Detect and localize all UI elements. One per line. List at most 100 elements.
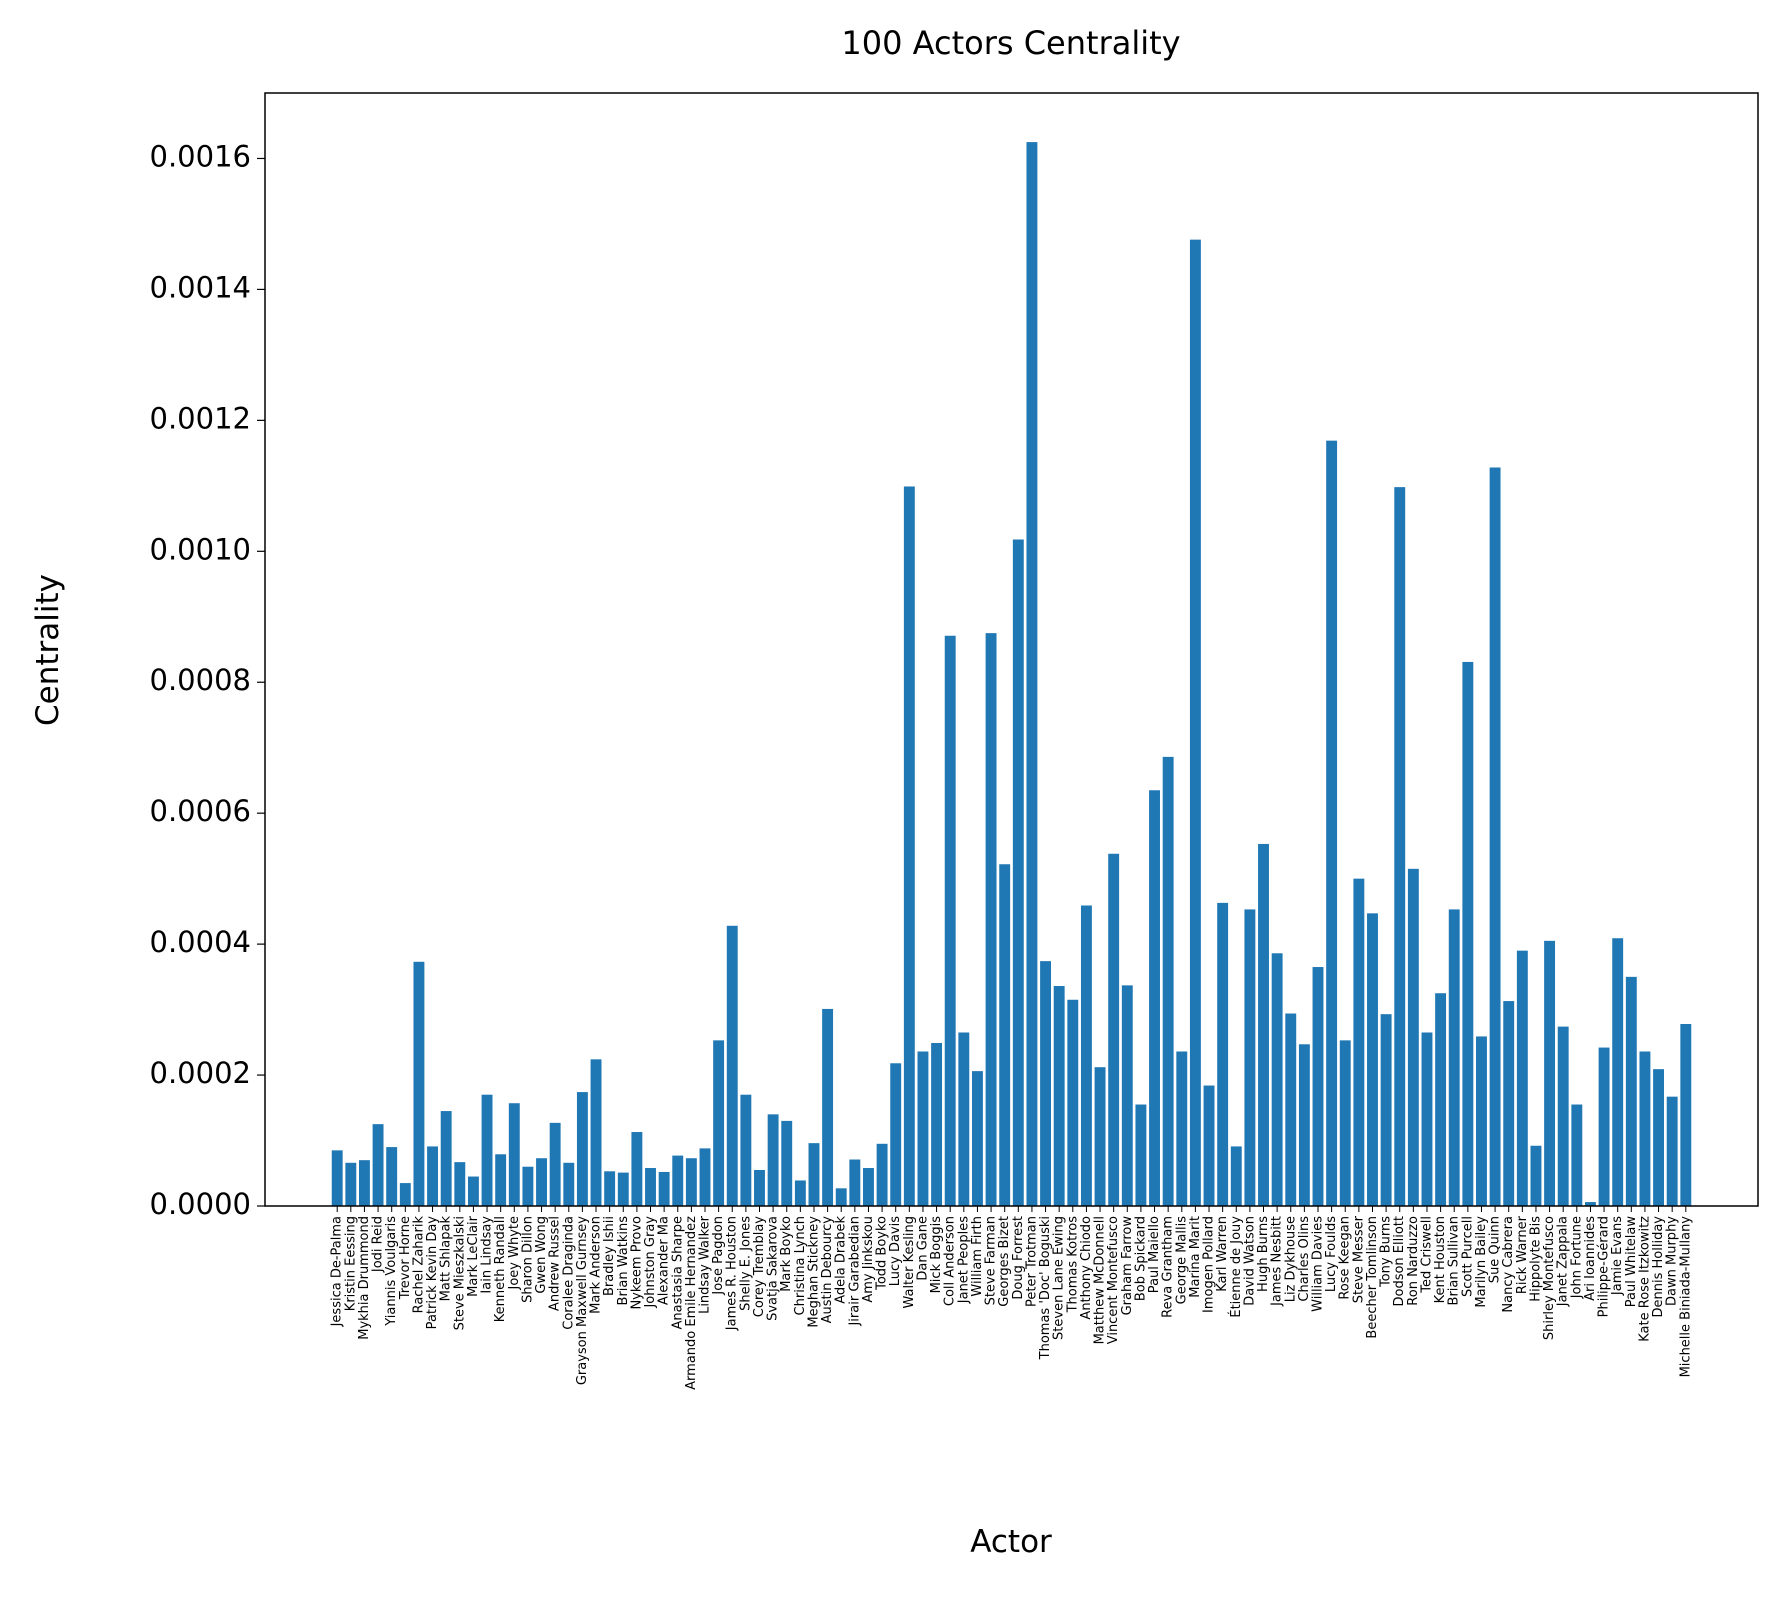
x-tick-label: Lindsay Walker bbox=[697, 1215, 712, 1314]
bar bbox=[835, 1188, 847, 1206]
x-tick-label: George Mallis bbox=[1174, 1216, 1189, 1305]
x-tick-label: Dan Gane bbox=[915, 1216, 930, 1281]
x-tick-label: Kate Rose Itzkowitz bbox=[1637, 1216, 1652, 1342]
bar bbox=[331, 1150, 343, 1206]
bar bbox=[1230, 1146, 1242, 1206]
x-tick-label: Jirair Garabedian bbox=[847, 1216, 862, 1327]
x-tick-label: David Watson bbox=[1242, 1216, 1257, 1306]
x-tick-label: Steve Farman bbox=[984, 1216, 999, 1305]
x-tick-label: Steve Messer bbox=[1351, 1215, 1366, 1303]
x-tick-label: Karl Warren bbox=[1215, 1216, 1230, 1292]
x-axis-label: Actor bbox=[970, 1524, 1052, 1560]
x-tick-label: Todd Boyko bbox=[875, 1216, 890, 1291]
x-tick-label: Adela Drabek bbox=[834, 1216, 849, 1304]
y-tick-label: 0.0006 bbox=[150, 794, 251, 828]
bar bbox=[617, 1172, 629, 1206]
x-tick-label: Rose Keegan bbox=[1338, 1216, 1353, 1300]
bar bbox=[1040, 961, 1052, 1206]
bar bbox=[1544, 940, 1556, 1206]
bar bbox=[604, 1171, 616, 1206]
x-tick-label: Liz Dykhouse bbox=[1283, 1216, 1298, 1302]
x-tick-label: Mark Anderson bbox=[589, 1216, 604, 1314]
x-tick-label: Rachel Zaharik bbox=[411, 1216, 426, 1314]
x-tick-label: Peter Trotman bbox=[1024, 1216, 1039, 1307]
bar bbox=[726, 925, 738, 1206]
x-tick-label: Tony Burns bbox=[1379, 1216, 1394, 1288]
x-tick-label: Ari Ioannides bbox=[1583, 1216, 1598, 1301]
x-tick-label: Matt Shlapak bbox=[439, 1216, 454, 1302]
x-tick-label: Paul Maiello bbox=[1147, 1216, 1162, 1293]
bar bbox=[1489, 467, 1501, 1206]
y-tick-label: 0.0014 bbox=[150, 270, 251, 304]
bar bbox=[454, 1162, 466, 1206]
x-tick-label: Graham Farrow bbox=[1120, 1216, 1135, 1316]
x-tick-label: Nykeem Provo bbox=[629, 1216, 644, 1310]
bar bbox=[549, 1122, 561, 1206]
bar bbox=[1421, 1032, 1433, 1206]
bar bbox=[699, 1148, 711, 1206]
bar bbox=[958, 1032, 970, 1206]
bar bbox=[1176, 1051, 1188, 1206]
bar bbox=[1571, 1104, 1583, 1206]
x-tick-label: Matthew McDonnell bbox=[1093, 1216, 1108, 1344]
y-tick-label: 0.0010 bbox=[150, 532, 251, 566]
x-tick-label: Meghan Stickney bbox=[806, 1216, 821, 1328]
x-tick-label: Ron Narduzzo bbox=[1406, 1216, 1421, 1306]
x-tick-label: Patrick Kevin Day bbox=[425, 1216, 440, 1330]
x-tick-label: Alexander Ma bbox=[657, 1216, 672, 1305]
y-tick-label: 0.0002 bbox=[150, 1056, 251, 1090]
bar bbox=[495, 1154, 507, 1206]
x-tick-label: Paul Whitelaw bbox=[1624, 1216, 1639, 1308]
bar bbox=[1026, 142, 1038, 1207]
bar bbox=[1598, 1047, 1610, 1206]
plot-frame bbox=[264, 92, 1759, 1207]
x-tick-label: Marina Marit bbox=[1188, 1216, 1203, 1298]
x-tick-label: Thomas 'Doc' Boguski bbox=[1038, 1216, 1053, 1360]
bar bbox=[1053, 986, 1065, 1206]
bar bbox=[876, 1143, 888, 1206]
bar bbox=[863, 1168, 874, 1206]
x-tick-label: James Nesbitt bbox=[1270, 1216, 1285, 1307]
x-tick-label: Iain Lindsay bbox=[480, 1216, 495, 1294]
x-tick-label: Grayson Maxwell Gurnsey bbox=[575, 1216, 590, 1385]
bar bbox=[1435, 993, 1447, 1206]
x-tick-label: Mykhia Drummond bbox=[357, 1216, 372, 1340]
bar bbox=[794, 1180, 806, 1206]
bar bbox=[754, 1169, 765, 1206]
x-tick-label: Steven Lane Ewing bbox=[1052, 1216, 1067, 1340]
bar bbox=[672, 1155, 684, 1206]
x-tick-label: Ted Criswell bbox=[1419, 1216, 1434, 1294]
x-tick-label: Joey Whyte bbox=[507, 1216, 522, 1291]
x-tick-label: Mark LeClair bbox=[466, 1215, 481, 1296]
bar bbox=[781, 1120, 793, 1206]
x-tick-label: Walter Kesling bbox=[902, 1216, 917, 1309]
y-tick-label: 0.0008 bbox=[150, 663, 251, 697]
x-tick-label: Kristin Eessing bbox=[343, 1216, 358, 1311]
bar bbox=[386, 1147, 398, 1206]
bar bbox=[1680, 1023, 1692, 1206]
bar bbox=[1407, 868, 1419, 1206]
x-tick-label: Armando Emile Hernandez bbox=[684, 1216, 699, 1390]
bar bbox=[931, 1042, 943, 1206]
y-tick-label: 0.0012 bbox=[150, 401, 251, 435]
bar bbox=[1108, 853, 1120, 1206]
x-tick-label: Coralee Draginda bbox=[561, 1216, 576, 1330]
x-tick-label: William Firth bbox=[970, 1216, 985, 1297]
bar bbox=[536, 1158, 547, 1206]
x-tick-label: Thomas Kotros bbox=[1065, 1216, 1080, 1314]
x-tick-label: Trevor Horne bbox=[398, 1216, 413, 1300]
bar bbox=[1653, 1069, 1665, 1206]
x-tick-label: Bob Spickard bbox=[1133, 1216, 1148, 1301]
bar bbox=[999, 864, 1011, 1206]
x-tick-label: Brian Sullivan bbox=[1447, 1216, 1462, 1305]
bar bbox=[903, 486, 915, 1206]
bar bbox=[345, 1162, 357, 1206]
bar bbox=[590, 1059, 602, 1206]
bar bbox=[440, 1111, 452, 1206]
x-tick-label: Janet Peoples bbox=[956, 1216, 971, 1304]
bar bbox=[1217, 902, 1229, 1206]
bar bbox=[1448, 909, 1460, 1206]
bar bbox=[1312, 967, 1324, 1206]
x-tick-label: Étienne de Jouy bbox=[1228, 1216, 1244, 1318]
bar bbox=[1271, 953, 1283, 1206]
